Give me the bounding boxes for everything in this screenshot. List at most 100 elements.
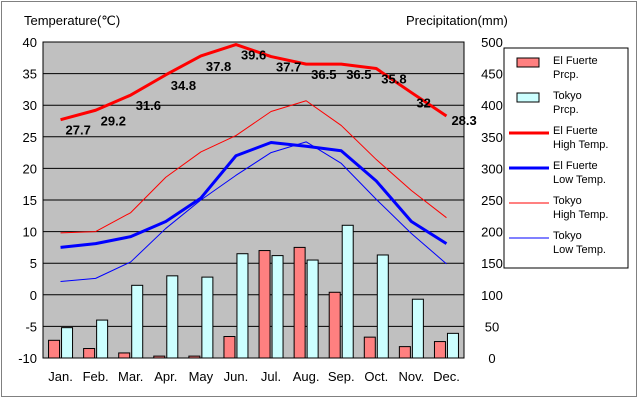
- el-fuerte-prcp-bar: [223, 336, 236, 359]
- y-left-tick-label: -5: [25, 319, 37, 334]
- tokyo-prcp-bar: [236, 253, 249, 359]
- x-categories: Jan. Feb. Mar. Apr. May Jun. Jul. Aug. Sep. Oct. N…: [48, 369, 460, 384]
- tokyo-prcp-bar: [376, 254, 389, 359]
- el-fuerte-prcp-bar: [48, 339, 61, 359]
- y-right-tick-label: 50: [485, 319, 499, 334]
- data-labels: 27.7 29.2 31.6 34.8 37.8 39.6 37.7 36.5 36.5 35.8…: [66, 48, 477, 138]
- legend-label: El Fuerte: [553, 125, 598, 137]
- y-left-tick-label: -10: [18, 351, 37, 366]
- y-left-ticks: 40 35 30 25 20 15 10 5 0 -5 -10: [18, 35, 37, 366]
- high-temp-data-label: 35.8: [381, 72, 406, 87]
- tokyo-prcp-bar: [411, 298, 424, 359]
- legend: El Fuerte Prcp. Tokyo Prcp. El Fuerte High Te…: [503, 47, 629, 269]
- el-fuerte-high-line: [60, 43, 448, 122]
- el-fuerte-prcp-bar: [188, 355, 201, 359]
- x-category-label: Aug.: [293, 369, 320, 384]
- el-fuerte-prcp-bar: [433, 341, 446, 359]
- high-temp-data-label: 27.7: [66, 123, 91, 138]
- tokyo-prcp-bar: [61, 327, 74, 359]
- y-left-tick-label: 25: [23, 130, 37, 145]
- x-category-label: Apr.: [154, 369, 177, 384]
- legend-label: El Fuerte: [553, 160, 598, 172]
- legend-swatch: [516, 92, 540, 103]
- y-right-tick-label: 250: [481, 193, 503, 208]
- legend-label: Low Temp.: [553, 174, 606, 186]
- y-left-tick-label: 30: [23, 98, 37, 113]
- y-right-tick-label: 300: [481, 161, 503, 176]
- tokyo-prcp-bar: [166, 275, 179, 359]
- y-right-tick-label: 450: [481, 67, 503, 82]
- x-category-label: Jan.: [48, 369, 73, 384]
- el-fuerte-prcp-bar: [258, 250, 271, 359]
- legend-label: El Fuerte: [553, 55, 598, 67]
- el-fuerte-prcp-bar: [363, 336, 376, 359]
- y-left-tick-label: 35: [23, 67, 37, 82]
- tokyo-high-line: [60, 100, 447, 234]
- el-fuerte-low-line: [60, 140, 448, 249]
- y-left-tick-label: 15: [23, 193, 37, 208]
- tokyo-prcp-bar: [341, 224, 354, 359]
- tokyo-prcp-bar: [201, 276, 214, 359]
- y-left-tick-label: 20: [23, 161, 37, 176]
- precipitation-bars: [48, 224, 459, 359]
- tokyo-prcp-bar: [131, 284, 144, 359]
- x-category-label: Sep.: [328, 369, 355, 384]
- x-category-label: Oct.: [364, 369, 388, 384]
- y-right-tick-label: 0: [488, 351, 495, 366]
- high-temp-data-label: 34.8: [171, 78, 196, 93]
- y-right-tick-label: 350: [481, 130, 503, 145]
- y-left-tick-label: 0: [30, 288, 37, 303]
- high-temp-data-label: 37.7: [276, 60, 301, 75]
- el-fuerte-prcp-bar: [328, 291, 341, 359]
- y-right-tick-label: 100: [481, 288, 503, 303]
- tokyo-prcp-bar: [96, 319, 109, 359]
- legend-label: Low Temp.: [553, 244, 606, 256]
- tokyo-low-line: [60, 141, 447, 283]
- tokyo-prcp-bar: [306, 259, 319, 359]
- legend-swatch: [516, 57, 540, 68]
- gridlines: [43, 73, 464, 327]
- high-temp-data-label: 36.5: [346, 67, 371, 82]
- x-category-label: Mar.: [118, 369, 143, 384]
- legend-label: High Temp.: [553, 209, 608, 221]
- el-fuerte-prcp-bar: [153, 355, 166, 359]
- high-temp-data-label: 36.5: [311, 67, 336, 82]
- y-left-tick-label: 10: [23, 225, 37, 240]
- x-category-label: Jun.: [224, 369, 249, 384]
- legend-label: Tokyo: [553, 230, 582, 242]
- legend-label: Tokyo: [553, 195, 582, 207]
- legend-box: [503, 47, 629, 269]
- legend-label: Prcp.: [553, 104, 579, 116]
- x-category-label: Nov.: [398, 369, 424, 384]
- y-left-tick-label: 5: [30, 256, 37, 271]
- y-right-axis-title: Precipitation(mm): [406, 13, 508, 28]
- x-category-label: Jul.: [261, 369, 281, 384]
- y-right-tick-label: 400: [481, 98, 503, 113]
- y-left-axis-title: Temperature(℃): [24, 13, 120, 28]
- legend-label: High Temp.: [553, 139, 608, 151]
- tokyo-prcp-bar: [271, 255, 284, 359]
- high-temp-data-label: 31.6: [136, 98, 161, 113]
- legend-label: Prcp.: [553, 69, 579, 81]
- el-fuerte-prcp-bar: [83, 348, 96, 359]
- legend-label: Tokyo: [553, 90, 582, 102]
- x-category-label: May: [189, 369, 214, 384]
- high-temp-data-label: 28.3: [451, 113, 476, 128]
- high-temp-data-label: 29.2: [101, 113, 126, 128]
- high-temp-data-label: 39.6: [241, 48, 266, 63]
- el-fuerte-prcp-bar: [293, 246, 306, 359]
- y-right-tick-label: 150: [481, 256, 503, 271]
- el-fuerte-prcp-bar: [398, 346, 411, 359]
- x-category-label: Feb.: [83, 369, 109, 384]
- y-right-tick-label: 500: [481, 35, 503, 50]
- x-category-label: Dec.: [433, 369, 460, 384]
- high-temp-data-label: 32: [416, 96, 430, 111]
- y-left-tick-label: 40: [23, 35, 37, 50]
- y-right-tick-label: 200: [481, 225, 503, 240]
- high-temp-data-label: 37.8: [206, 59, 231, 74]
- tokyo-prcp-bar: [446, 332, 459, 359]
- el-fuerte-prcp-bar: [118, 352, 131, 359]
